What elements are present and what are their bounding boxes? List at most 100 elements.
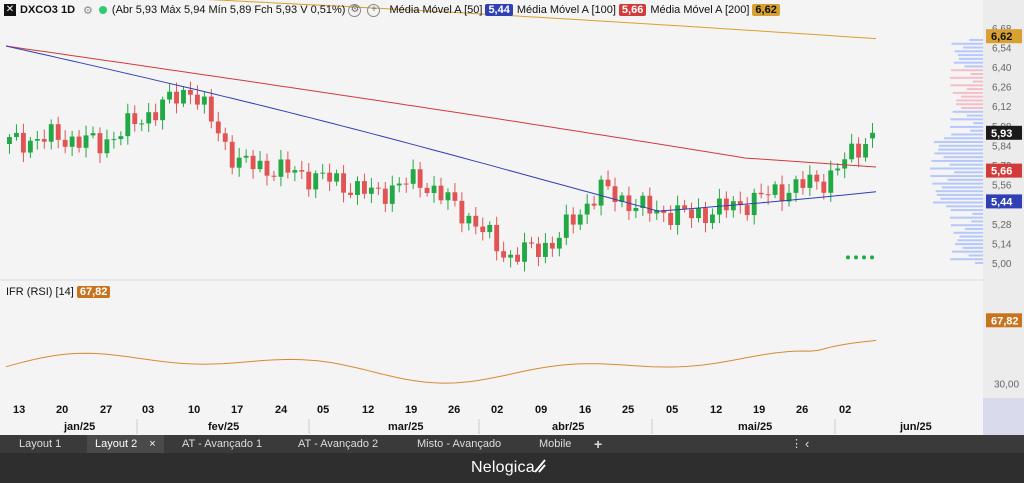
volume-profile-bar: [955, 243, 983, 246]
volume-profile-bar: [971, 220, 983, 223]
candle-body: [382, 188, 388, 204]
candle-body: [542, 242, 548, 257]
date-tick-label: 02: [839, 404, 851, 416]
ma50-line: [5, 45, 877, 212]
chart-header: ✕ DXCO3 1D ⚙ (Abr 5,93 Máx 5,94 Mín 5,89…: [0, 2, 784, 18]
chart-area[interactable]: 6,686,546,406,266,125,985,845,705,565,42…: [0, 0, 1024, 435]
candle-body: [431, 185, 437, 194]
volume-profile-bar: [934, 141, 983, 144]
volume-profile-bar: [972, 212, 983, 215]
candle-body: [473, 215, 479, 227]
date-tick-label: 25: [622, 404, 634, 416]
date-tick-label: 05: [317, 404, 329, 416]
rsi-badge-label: 67,82: [991, 315, 1019, 327]
volume-profile-bar: [959, 235, 983, 238]
volume-profile-bar: [950, 118, 983, 121]
volume-profile-bar: [950, 258, 983, 261]
volume-profile-bar: [968, 254, 983, 257]
more-options-icon[interactable]: ⋮: [791, 438, 802, 450]
add-tab-icon[interactable]: +: [594, 436, 603, 452]
candle-body: [250, 155, 256, 170]
gear-icon[interactable]: ⚙: [83, 4, 93, 17]
volume-profile-bar: [949, 163, 983, 166]
candle-body: [271, 175, 277, 177]
candle-body: [584, 203, 590, 215]
candle-body: [403, 183, 409, 185]
volume-profile-bar: [964, 65, 983, 68]
symbol-label[interactable]: DXCO3 1D: [20, 4, 76, 16]
candle-body: [438, 185, 444, 201]
collapse-icon[interactable]: ‹: [805, 436, 810, 451]
candle-body: [215, 121, 221, 134]
month-label: jan/25: [63, 421, 95, 433]
price-tick-label: 6,54: [992, 43, 1012, 54]
candle-body: [744, 205, 750, 216]
volume-profile-bar: [956, 103, 983, 106]
candle-body: [793, 179, 799, 193]
candle-body: [522, 242, 527, 262]
candle-body: [285, 159, 291, 173]
candle-body: [529, 242, 534, 244]
volume-profile-bar: [950, 216, 983, 219]
ma200-value-badge: 6,62: [752, 4, 780, 16]
candle-body: [758, 192, 764, 195]
candle-body: [111, 139, 117, 141]
date-tick-label: 02: [491, 404, 503, 416]
candle-body: [188, 89, 193, 95]
candle-body: [146, 112, 152, 124]
candle-body: [508, 254, 514, 258]
candle-body: [34, 139, 40, 141]
volume-profile-bar: [954, 50, 983, 53]
price-badge: [986, 125, 1022, 140]
candle-body: [835, 168, 841, 171]
candle-body: [675, 205, 681, 225]
candle-body: [153, 112, 159, 121]
add-indicator-icon[interactable]: +: [367, 3, 381, 17]
month-label: mai/25: [738, 421, 772, 433]
candle-body: [696, 208, 701, 219]
candle-body: [55, 124, 61, 140]
close-chart-icon[interactable]: ✕: [4, 4, 16, 16]
volume-profile-bar: [950, 76, 983, 79]
volume-profile-bar: [961, 107, 983, 110]
tab-at-avancado-1[interactable]: AT - Avançado 1: [182, 438, 263, 450]
volume-profile-bar: [944, 137, 983, 140]
tab-layout-2[interactable]: Layout 2 ×: [87, 435, 164, 453]
candle-body: [76, 136, 82, 148]
volume-profile-bar: [936, 193, 983, 196]
date-tick-label: 13: [13, 404, 25, 416]
candle-body: [737, 201, 743, 206]
candle-body: [549, 242, 555, 249]
candle-body: [480, 226, 486, 233]
candle-body: [786, 192, 792, 202]
date-tick-label: 03: [142, 404, 154, 416]
price-tick-label: 6,40: [992, 63, 1012, 74]
tab-layout-1[interactable]: Layout 1: [19, 438, 62, 450]
ma200-label: Média Móvel A [200]: [650, 4, 750, 16]
price-tick-label: 5,00: [992, 259, 1012, 270]
volume-profile-bar: [965, 227, 983, 230]
candle-body: [863, 144, 868, 158]
price-axis-panel: [983, 0, 1024, 435]
price-chart-svg[interactable]: 6,686,546,406,266,125,985,845,705,565,42…: [0, 0, 1024, 435]
tab-misto-avancado[interactable]: Misto - Avançado: [417, 438, 502, 450]
candle-body: [821, 181, 827, 193]
candle-body: [341, 173, 346, 193]
candle-body: [27, 140, 33, 153]
candle-body: [243, 155, 249, 158]
volume-profile-bar: [950, 125, 983, 128]
volume-profile-bar: [959, 57, 983, 60]
ma50-badge-label: 5,44: [991, 196, 1013, 208]
candle-body: [97, 133, 103, 154]
candle-body: [362, 181, 367, 194]
close-tab-icon[interactable]: ×: [149, 438, 156, 450]
candle-body: [306, 171, 312, 190]
candle-body: [668, 212, 674, 225]
settings-circle-icon[interactable]: ⚙: [348, 3, 362, 17]
volume-profile-bar: [957, 239, 983, 242]
tab-mobile[interactable]: Mobile: [539, 438, 572, 450]
tab-at-avancado-2[interactable]: AT - Avançado 2: [298, 438, 379, 450]
candle-body: [856, 143, 862, 158]
candle-body: [327, 172, 333, 182]
ma50-value-badge: 5,44: [485, 4, 513, 16]
